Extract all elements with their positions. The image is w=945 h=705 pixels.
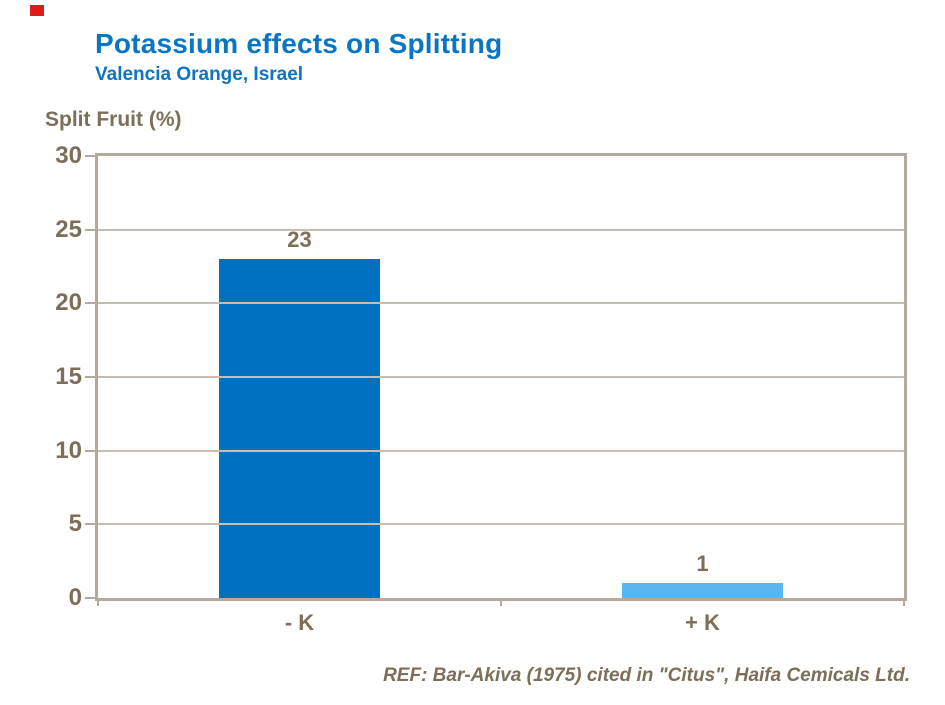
gridline bbox=[98, 523, 904, 526]
x-tick-mark bbox=[903, 598, 905, 606]
bar-minus-k bbox=[218, 259, 381, 598]
plot-area: 23 1 - K + K bbox=[85, 153, 907, 634]
bar-value-label: 1 bbox=[696, 551, 709, 577]
y-tick-label: 15 bbox=[55, 363, 82, 390]
y-tick-mark bbox=[85, 449, 96, 452]
chart-title: Potassium effects on Splitting bbox=[95, 28, 503, 59]
y-tick-label: 30 bbox=[55, 142, 82, 169]
x-tick-mark bbox=[97, 598, 99, 606]
x-category-label: - K bbox=[284, 610, 315, 635]
red-corner-mark bbox=[30, 5, 44, 16]
y-tick-mark bbox=[85, 155, 96, 157]
reference-text: REF: Bar-Akiva (1975) cited in "Citus", … bbox=[383, 665, 910, 686]
x-tick-mark bbox=[500, 598, 502, 606]
bar-plus-k bbox=[621, 583, 784, 598]
gridline bbox=[98, 376, 904, 378]
y-axis-tick-labels: 0 5 10 15 20 25 30 bbox=[30, 144, 82, 610]
y-tick-label: 20 bbox=[55, 289, 82, 317]
y-tick-mark bbox=[85, 228, 96, 231]
y-tick-label: 0 bbox=[68, 584, 82, 611]
y-tick-label: 5 bbox=[68, 510, 82, 538]
y-tick-label: 25 bbox=[55, 215, 82, 243]
gridline bbox=[98, 449, 904, 452]
x-category-label: + K bbox=[685, 610, 720, 635]
chart-subtitle: Valencia Orange, Israel bbox=[95, 64, 304, 85]
y-tick-mark bbox=[85, 523, 96, 526]
gridline bbox=[98, 228, 904, 231]
y-tick-mark bbox=[85, 597, 96, 599]
y-tick-mark bbox=[85, 376, 96, 378]
bar-value-label: 23 bbox=[287, 227, 312, 253]
y-axis-title: Split Fruit (%) bbox=[45, 108, 182, 131]
y-tick-label: 10 bbox=[55, 436, 82, 464]
gridline bbox=[98, 302, 904, 305]
y-tick-mark bbox=[85, 302, 96, 305]
